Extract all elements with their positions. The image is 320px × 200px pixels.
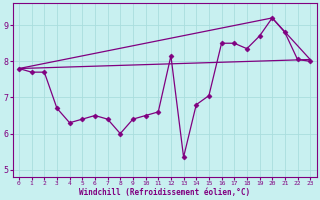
X-axis label: Windchill (Refroidissement éolien,°C): Windchill (Refroidissement éolien,°C) (79, 188, 250, 197)
